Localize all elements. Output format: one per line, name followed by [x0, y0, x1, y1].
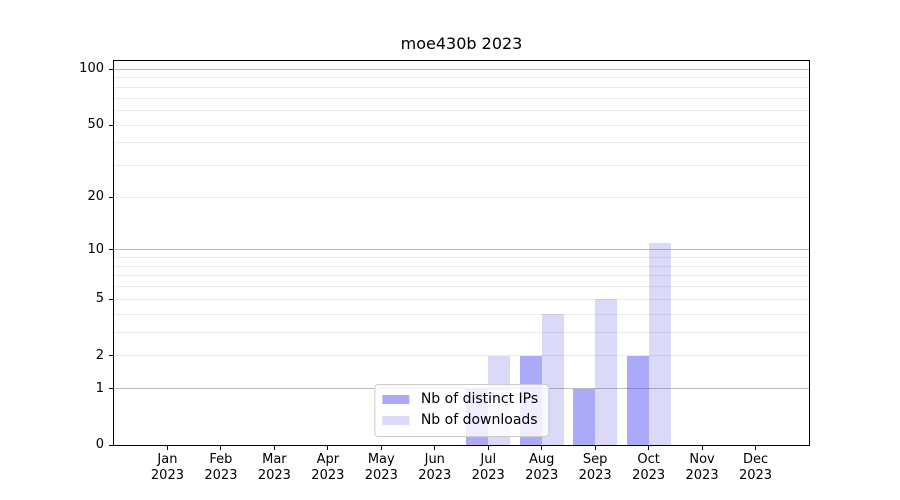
x-tick-mark — [220, 446, 222, 450]
x-tick-month: Sep — [582, 452, 608, 467]
gridline-minor — [114, 313, 809, 315]
legend-swatch-distinct-ips — [381, 395, 409, 404]
y-tick-mark — [109, 196, 113, 198]
gridline-major — [114, 68, 809, 70]
x-tick-month: Jun — [424, 452, 445, 467]
x-tick-month: May — [367, 452, 395, 467]
x-tick-year: 2023 — [632, 468, 666, 483]
x-tick-mark — [487, 446, 489, 450]
bar-distinct-ips — [626, 355, 649, 445]
y-tick-mark — [109, 388, 113, 390]
x-axis-tick-label: Sep 2023 — [565, 452, 625, 484]
y-axis-tick-label: 2 — [95, 347, 104, 363]
x-tick-month: Dec — [742, 452, 769, 467]
x-axis-tick-label: May 2023 — [351, 452, 411, 484]
chart-title: moe430b 2023 — [400, 34, 523, 53]
bar-downloads — [648, 242, 671, 445]
y-axis-tick-label: 100 — [79, 61, 104, 77]
x-tick-mark — [594, 446, 596, 450]
y-axis-tick-label: 50 — [87, 117, 104, 133]
x-axis-tick-label: Jan 2023 — [137, 452, 197, 484]
x-tick-year: 2023 — [257, 468, 291, 483]
x-tick-year: 2023 — [418, 468, 452, 483]
gridline-minor — [114, 286, 809, 288]
x-axis-tick-label: Feb 2023 — [191, 452, 251, 484]
x-tick-mark — [755, 446, 757, 450]
x-tick-mark — [327, 446, 329, 450]
x-axis-tick-label: Aug 2023 — [512, 452, 572, 484]
x-tick-month: Jul — [480, 452, 497, 467]
legend-item-downloads: Nb of downloads — [381, 411, 538, 430]
legend-label-downloads: Nb of downloads — [420, 412, 538, 428]
y-tick-mark — [109, 68, 113, 70]
gridline-minor — [114, 196, 809, 198]
gridline-minor — [114, 97, 809, 99]
x-tick-month: Nov — [689, 452, 715, 467]
gridline-minor — [114, 77, 809, 79]
x-tick-month: Apr — [316, 452, 340, 467]
x-axis-tick-label: Mar 2023 — [244, 452, 304, 484]
x-tick-mark — [273, 446, 275, 450]
plot-area: Nb of distinct IPs Nb of downloads — [113, 60, 810, 446]
x-tick-year: 2023 — [311, 468, 345, 483]
x-axis-tick-label: Jun 2023 — [405, 452, 465, 484]
legend-swatch-downloads — [381, 416, 409, 425]
legend-item-distinct-ips: Nb of distinct IPs — [381, 390, 539, 409]
legend: Nb of distinct IPs Nb of downloads — [373, 384, 550, 437]
x-tick-year: 2023 — [578, 468, 612, 483]
gridline-minor — [114, 109, 809, 111]
x-tick-year: 2023 — [150, 468, 184, 483]
y-tick-mark — [109, 444, 113, 446]
bar-downloads — [595, 299, 618, 445]
x-axis-tick-label: Jul 2023 — [458, 452, 518, 484]
y-axis-tick-label: 20 — [87, 189, 104, 205]
gridline-minor — [114, 257, 809, 259]
gridline-minor — [114, 265, 809, 267]
y-axis-tick-label: 1 — [95, 380, 104, 396]
gridline-minor — [114, 331, 809, 333]
x-tick-month: Feb — [209, 452, 233, 467]
x-tick-mark — [648, 446, 650, 450]
x-axis-tick-label: Apr 2023 — [298, 452, 358, 484]
y-axis-tick-label: 0 — [95, 437, 104, 452]
gridline-minor — [114, 142, 809, 144]
x-tick-year: 2023 — [525, 468, 559, 483]
y-tick-mark — [109, 298, 113, 300]
gridline-minor — [114, 355, 809, 357]
x-tick-year: 2023 — [471, 468, 505, 483]
y-axis-tick-label: 5 — [95, 291, 104, 307]
x-tick-month: Jan — [157, 452, 178, 467]
x-tick-mark — [434, 446, 436, 450]
gridline-minor — [114, 86, 809, 88]
y-tick-mark — [109, 124, 113, 126]
x-axis-tick-label: Dec 2023 — [726, 452, 786, 484]
bar-distinct-ips — [573, 388, 596, 445]
x-axis-tick-label: Nov 2023 — [672, 452, 732, 484]
y-axis-tick-label: 10 — [87, 241, 104, 257]
x-tick-year: 2023 — [364, 468, 398, 483]
gridline-major — [114, 249, 809, 251]
gridline-minor — [114, 165, 809, 167]
gridline-minor — [114, 275, 809, 277]
x-tick-mark — [701, 446, 703, 450]
x-tick-mark — [166, 446, 168, 450]
gridline-minor — [114, 124, 809, 126]
y-tick-mark — [109, 355, 113, 357]
x-tick-month: Oct — [637, 452, 660, 467]
x-tick-year: 2023 — [738, 468, 773, 483]
x-tick-year: 2023 — [685, 468, 719, 483]
y-tick-mark — [109, 249, 113, 251]
x-tick-mark — [541, 446, 543, 450]
x-tick-mark — [380, 446, 382, 450]
x-axis-tick-label: Oct 2023 — [619, 452, 679, 484]
x-tick-month: Mar — [262, 452, 287, 467]
x-tick-year: 2023 — [204, 468, 238, 483]
gridline-minor — [114, 298, 809, 300]
legend-label-distinct-ips: Nb of distinct IPs — [420, 391, 539, 407]
x-tick-month: Aug — [528, 452, 555, 467]
